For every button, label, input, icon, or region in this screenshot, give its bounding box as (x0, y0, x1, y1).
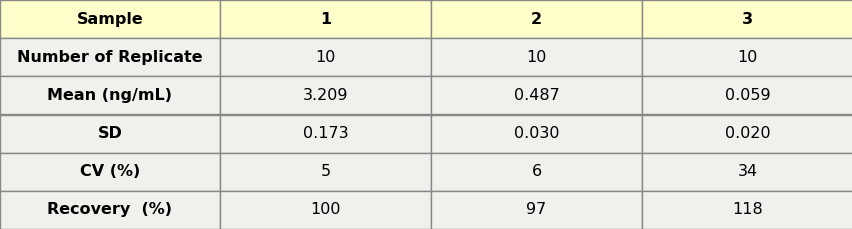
Text: CV (%): CV (%) (80, 164, 140, 179)
Bar (0, 38, 220, 76)
Bar (220, 191, 430, 229)
Bar (430, 153, 642, 191)
Text: 6: 6 (531, 164, 541, 179)
Bar (430, 0, 642, 38)
Text: SD: SD (97, 126, 123, 141)
Bar (430, 38, 642, 76)
Text: 0.030: 0.030 (513, 126, 559, 141)
Bar (430, 191, 642, 229)
Text: Number of Replicate: Number of Replicate (17, 50, 203, 65)
Text: 10: 10 (736, 50, 757, 65)
Bar (0, 153, 220, 191)
Text: 0.020: 0.020 (724, 126, 769, 141)
Bar (220, 153, 430, 191)
Text: 5: 5 (320, 164, 331, 179)
Bar (220, 114, 430, 153)
Bar (220, 76, 430, 114)
Bar (0, 191, 220, 229)
Bar (642, 114, 852, 153)
Bar (642, 153, 852, 191)
Text: Mean (ng/mL): Mean (ng/mL) (48, 88, 172, 103)
Bar (642, 0, 852, 38)
Text: 34: 34 (737, 164, 757, 179)
Bar (642, 76, 852, 114)
Text: 97: 97 (526, 202, 546, 217)
Bar (220, 0, 430, 38)
Bar (642, 191, 852, 229)
Text: 118: 118 (731, 202, 762, 217)
Bar (430, 76, 642, 114)
Text: 3: 3 (741, 12, 752, 27)
Bar (0, 76, 220, 114)
Text: Sample: Sample (77, 12, 143, 27)
Text: 1: 1 (320, 12, 331, 27)
Text: 2: 2 (530, 12, 541, 27)
Bar (430, 114, 642, 153)
Bar (220, 38, 430, 76)
Text: 3.209: 3.209 (302, 88, 348, 103)
Text: 0.059: 0.059 (724, 88, 769, 103)
Text: 10: 10 (526, 50, 546, 65)
Text: Recovery  (%): Recovery (%) (48, 202, 172, 217)
Bar (0, 114, 220, 153)
Text: 0.487: 0.487 (513, 88, 559, 103)
Text: 10: 10 (315, 50, 336, 65)
Text: 0.173: 0.173 (302, 126, 348, 141)
Bar (0, 0, 220, 38)
Bar (642, 38, 852, 76)
Text: 100: 100 (310, 202, 340, 217)
